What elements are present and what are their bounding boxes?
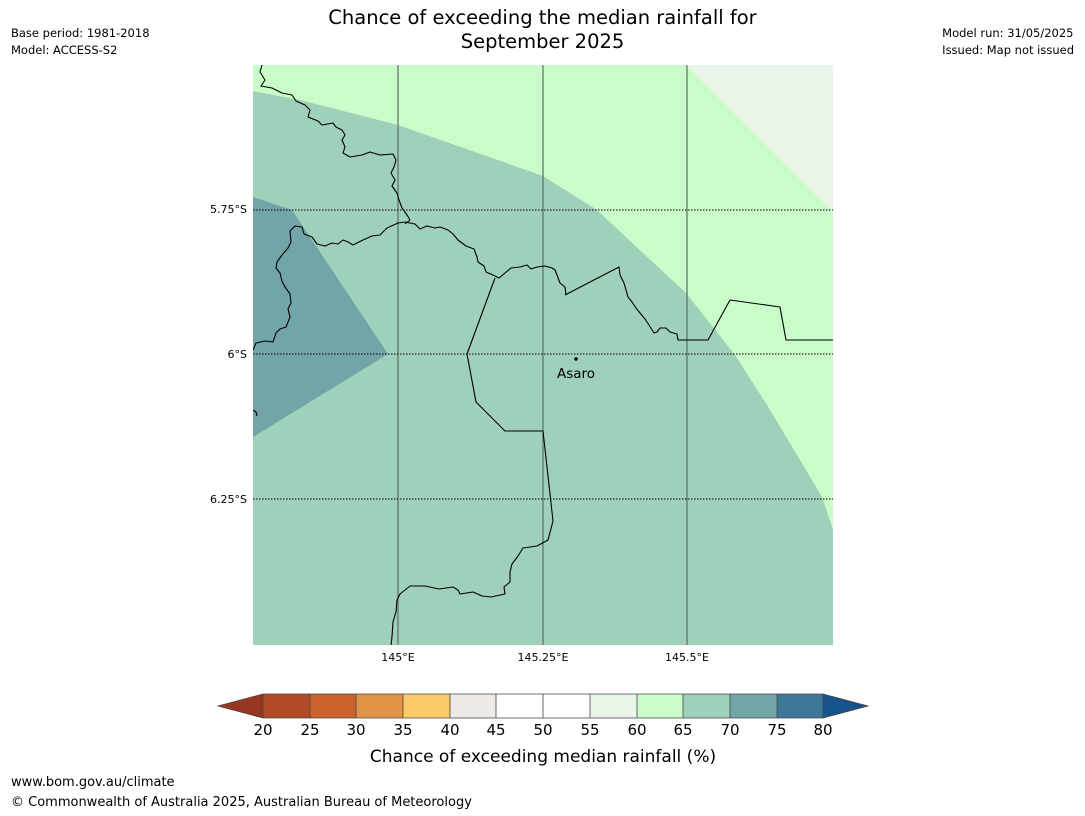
map-title-line-2: September 2025 (460, 30, 625, 53)
colorbar-swatch-45-50 (496, 694, 543, 718)
colorbar-dividers (262, 693, 824, 719)
region-55-60 (686, 65, 833, 212)
colorbar-swatch-40-45 (450, 694, 496, 718)
province-boundaries (253, 65, 833, 645)
asaro-marker (574, 357, 578, 361)
region-60-65 (253, 65, 833, 530)
footer-copyright: © Commonwealth of Australia 2025, Austra… (11, 795, 472, 810)
lat-label-5-75s: 5.75°S (210, 203, 247, 216)
colorbar-tick: 75 (767, 721, 786, 739)
colorbar-tick: 45 (486, 721, 505, 739)
colorbar-tick: 40 (440, 721, 459, 739)
colorbar-swatch-60-65 (637, 694, 683, 718)
colorbar-tick: 35 (393, 721, 412, 739)
colorbar-swatch-55-60 (590, 694, 637, 718)
map-area: Asaro (253, 65, 833, 645)
colorbar-tick: 50 (533, 721, 552, 739)
colorbar-swatch-25-30 (310, 694, 356, 718)
colorbar-tick: 55 (580, 721, 599, 739)
colorbar-label: Chance of exceeding median rainfall (%) (370, 747, 716, 767)
colorbar-ticks: 20 25 30 35 40 45 50 55 60 65 70 75 80 (253, 721, 832, 739)
map-title-line-1: Chance of exceeding the median rainfall … (328, 6, 757, 29)
lon-label-145-5e: 145.5°E (665, 651, 709, 664)
footer-url: www.bom.gov.au/climate (11, 775, 175, 790)
colorbar-under-arrow (216, 693, 264, 719)
graticule-labels: 5.75°S 6°S 6.25°S 145°E 145.25°E 145.5°E (210, 203, 709, 664)
lat-label-6-25s: 6.25°S (210, 493, 247, 506)
lon-label-145e: 145°E (381, 651, 414, 664)
model-run-text: Model run: 31/05/2025 (942, 26, 1074, 40)
run-info: Model run: 31/05/2025 Issued: Map not is… (942, 25, 1074, 59)
colorbar-tick: 70 (720, 721, 739, 739)
colorbar-tick: 80 (813, 721, 832, 739)
colorbar-swatch-20-25 (263, 694, 310, 718)
colorbar-swatch-75-80 (777, 694, 823, 718)
colorbar: 20 25 30 35 40 45 50 55 60 65 70 75 80 C… (216, 693, 870, 767)
colorbar-over-arrow (822, 693, 870, 719)
colorbar-swatch-70-75 (730, 694, 777, 718)
asaro-label: Asaro (557, 366, 595, 382)
colorbar-tick: 30 (346, 721, 365, 739)
base-period-text: Base period: 1981-2018 (11, 26, 150, 40)
lon-label-145-25e: 145.25°E (518, 651, 569, 664)
colorbar-swatch-65-70 (683, 694, 730, 718)
region-70-75 (253, 197, 388, 437)
model-info: Base period: 1981-2018 Model: ACCESS-S2 (11, 25, 150, 59)
colorbar-tick: 65 (673, 721, 692, 739)
issued-text: Issued: Map not issued (942, 43, 1074, 57)
colorbar-swatch-30-35 (356, 694, 403, 718)
colorbar-swatch-50-55 (543, 694, 590, 718)
lat-label-6s: 6°S (228, 348, 247, 361)
colorbar-swatch-35-40 (403, 694, 450, 718)
colorbar-tick: 25 (300, 721, 319, 739)
colorbar-tick: 20 (253, 721, 272, 739)
model-name-text: Model: ACCESS-S2 (11, 43, 118, 57)
map-title: Chance of exceeding the median rainfall … (0, 6, 1085, 54)
colorbar-tick: 60 (627, 721, 646, 739)
